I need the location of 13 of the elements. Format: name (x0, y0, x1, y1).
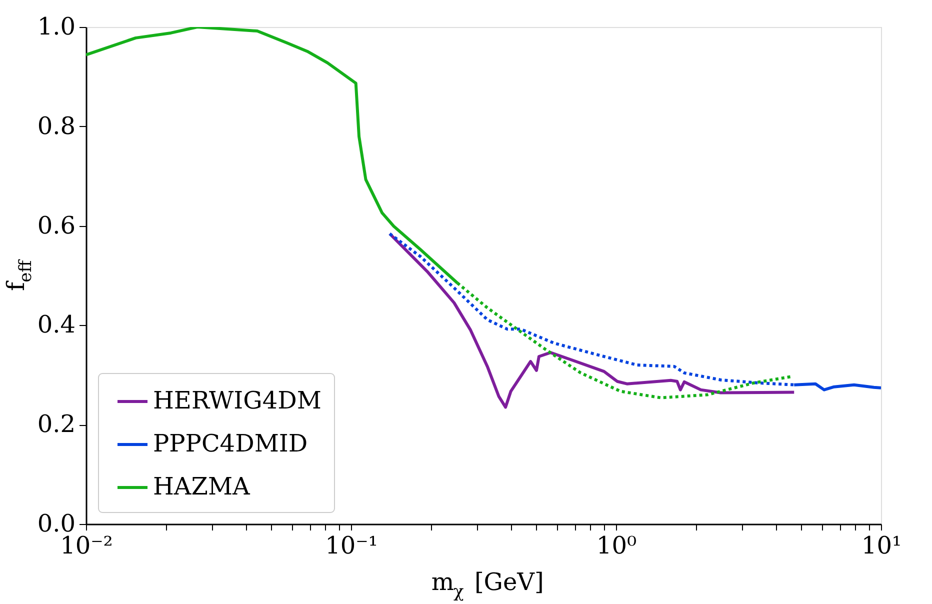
y-tick-label: 0.4 (37, 310, 76, 339)
legend-label: PPPC4DMID (153, 430, 308, 458)
x-tick-label: 10⁻² (60, 532, 113, 560)
y-tick-label: 0.6 (37, 211, 76, 240)
y-tick-label: 0.8 (37, 112, 76, 140)
legend-label: HAZMA (153, 472, 251, 500)
y-tick-label: 0.2 (37, 410, 76, 438)
x-tick-label: 10⁰ (596, 532, 637, 560)
x-tick-label: 10¹ (861, 532, 902, 560)
legend-label: HERWIG4DM (153, 386, 322, 414)
y-axis-title: feff (2, 258, 36, 292)
y-tick-label: 1.0 (37, 12, 76, 40)
x-tick-label: 10⁻¹ (325, 532, 378, 560)
